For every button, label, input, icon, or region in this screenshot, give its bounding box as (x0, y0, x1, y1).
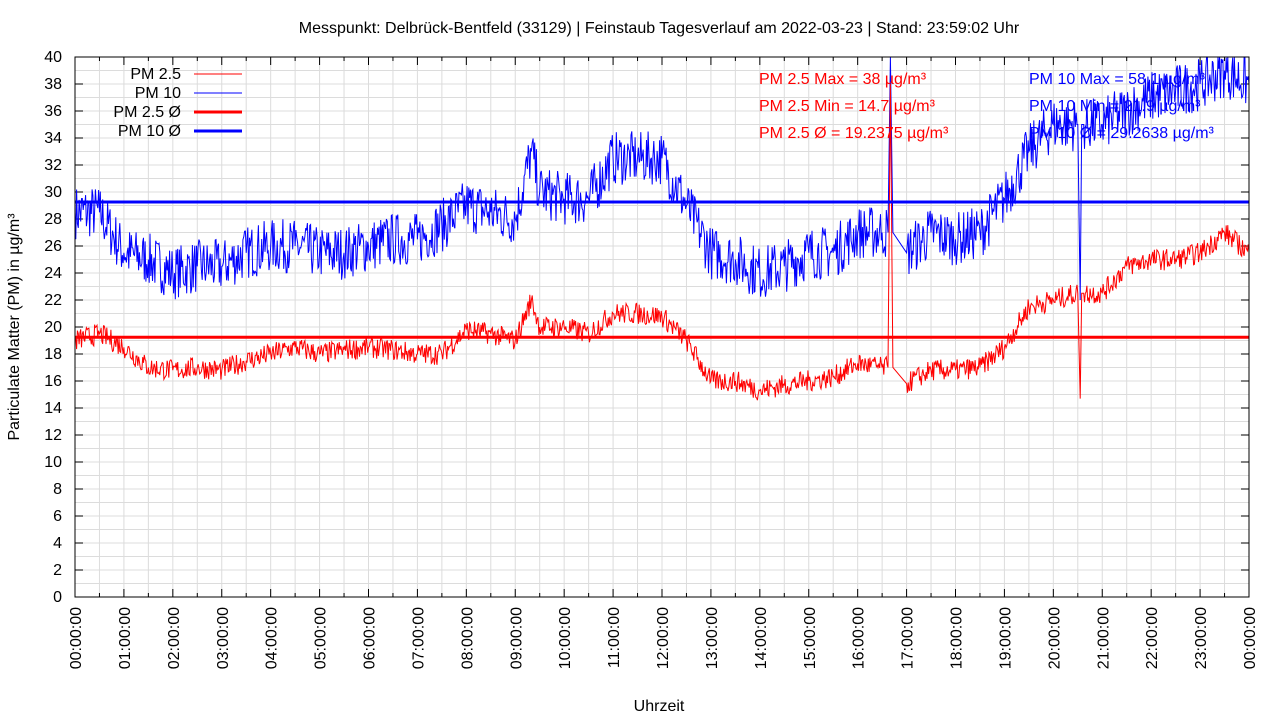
x-tick-label: 09:00:00 (508, 607, 525, 669)
x-tick-label: 07:00:00 (410, 607, 427, 669)
y-tick-label: 22 (44, 292, 62, 309)
x-tick-label: 11:00:00 (606, 607, 623, 668)
x-tick-label: 23:00:00 (1193, 607, 1210, 669)
x-tick-label: 17:00:00 (900, 607, 917, 669)
pm10-line (74, 56, 1250, 301)
legend: PM 2.5 PM 10 PM 2.5 Ø PM 10 Ø (113, 66, 242, 140)
legend-label-pm25: PM 2.5 (130, 66, 181, 83)
x-tick-label: 10:00:00 (557, 607, 574, 669)
y-axis-label: Particulate Matter (PM) in µg/m³ (6, 213, 23, 441)
y-tick-label: 32 (44, 157, 62, 174)
x-tick-label: 19:00:00 (997, 607, 1014, 669)
x-tick-label: 16:00:00 (851, 607, 868, 669)
legend-label-pm10-avg: PM 10 Ø (118, 123, 181, 140)
x-tick-label: 12:00:00 (655, 607, 672, 669)
y-tick-label: 30 (44, 184, 62, 201)
y-tick-label: 0 (53, 589, 62, 606)
pm25-max-annotation: PM 2.5 Max = 38 µg/m³ (759, 71, 927, 88)
y-tick-label: 38 (44, 76, 62, 93)
x-tick-label: 14:00:00 (753, 607, 770, 669)
y-tick-label: 24 (44, 265, 62, 282)
y-tick-label: 18 (44, 346, 62, 363)
axis-ticks: 024681012141618202224262830323436384000:… (44, 49, 1259, 669)
stats-annotations: PM 2.5 Max = 38 µg/m³ PM 2.5 Min = 14.7 … (759, 71, 1215, 142)
x-tick-label: 04:00:00 (264, 607, 281, 669)
x-tick-label: 00:00:00 (68, 607, 85, 669)
y-tick-label: 40 (44, 49, 62, 66)
x-tick-label: 15:00:00 (802, 607, 819, 669)
y-tick-label: 12 (44, 427, 62, 444)
plot-border (74, 56, 1250, 598)
pm25-avg-annotation: PM 2.5 Ø = 19.2375 µg/m³ (759, 125, 949, 142)
y-tick-label: 26 (44, 238, 62, 255)
x-tick-label: 00:00:00 (1242, 607, 1259, 669)
pm10-max-annotation: PM 10 Max = 58.1 µg/m³ (1029, 71, 1206, 88)
y-tick-label: 20 (44, 319, 62, 336)
legend-label-pm10: PM 10 (135, 85, 181, 102)
x-tick-label: 05:00:00 (313, 607, 330, 669)
x-tick-label: 20:00:00 (1046, 607, 1063, 669)
x-tick-label: 08:00:00 (459, 607, 476, 669)
legend-label-pm25-avg: PM 2.5 Ø (113, 104, 181, 121)
y-tick-label: 34 (44, 130, 62, 147)
x-tick-label: 18:00:00 (949, 607, 966, 669)
x-axis-label: Uhrzeit (634, 698, 685, 715)
y-tick-label: 6 (53, 508, 62, 525)
pm25-line (74, 83, 1250, 401)
x-tick-label: 13:00:00 (704, 607, 721, 669)
pm25-min-annotation: PM 2.5 Min = 14.7 µg/m³ (759, 98, 936, 115)
x-tick-label: 21:00:00 (1095, 607, 1112, 669)
series-lines (74, 56, 1250, 401)
y-tick-label: 14 (44, 400, 62, 417)
y-tick-label: 8 (53, 481, 62, 498)
y-tick-label: 16 (44, 373, 62, 390)
pm10-min-annotation: PM 10 Min = 21.9 µg/m³ (1029, 98, 1201, 115)
y-tick-label: 2 (53, 562, 62, 579)
y-tick-label: 28 (44, 211, 62, 228)
y-tick-label: 4 (53, 535, 62, 552)
y-tick-label: 36 (44, 103, 62, 120)
x-tick-label: 01:00:00 (117, 607, 134, 669)
chart-title: Messpunkt: Delbrück-Bentfeld (33129) | F… (299, 20, 1020, 37)
x-tick-label: 06:00:00 (362, 607, 379, 669)
x-tick-label: 03:00:00 (215, 607, 232, 669)
y-tick-label: 10 (44, 454, 62, 471)
pm10-avg-annotation: PM 10 Ø = 29.2638 µg/m³ (1029, 125, 1215, 142)
x-tick-label: 22:00:00 (1144, 607, 1161, 669)
x-tick-label: 02:00:00 (166, 607, 183, 669)
